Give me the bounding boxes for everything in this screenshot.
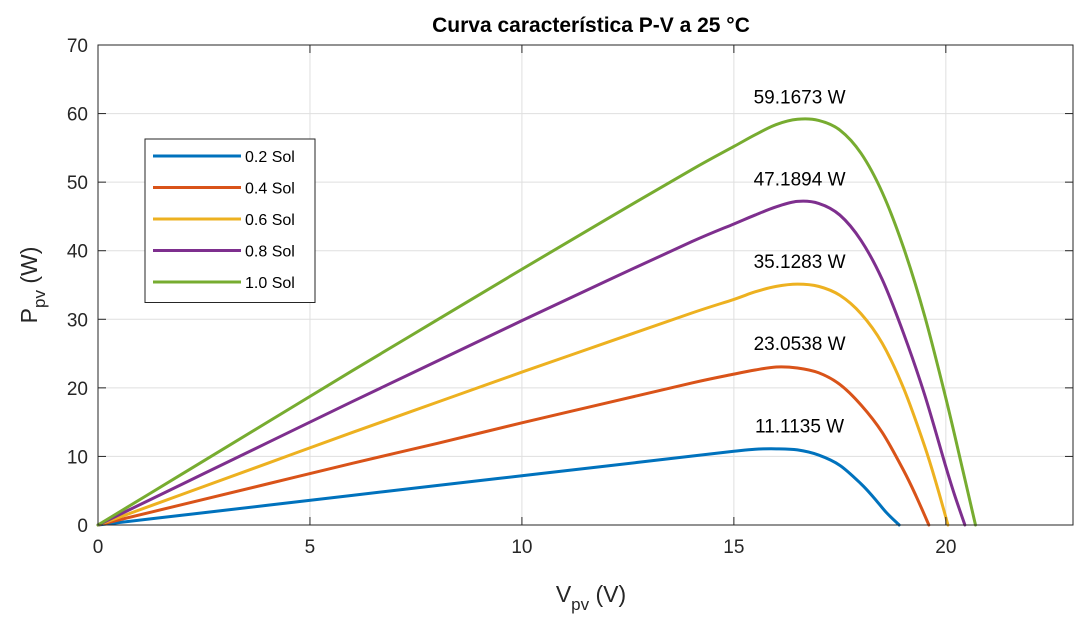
plot-area-frame — [97, 44, 1074, 526]
y-tick-label: 40 — [67, 242, 88, 263]
y-axis-label-unit: (W) — [16, 247, 42, 290]
y-axis-ticks: 0 10 20 30 40 50 60 70 — [67, 36, 1073, 537]
y-tick-label: 70 — [67, 36, 88, 57]
y-tick-label: 10 — [67, 447, 88, 468]
x-tick-label: 10 — [511, 537, 532, 558]
series-line-0-2-sol — [96, 447, 901, 527]
legend-entry-label: 0.8 Sol — [245, 244, 295, 261]
series-lines — [96, 117, 977, 527]
peak-annotation: 47.1894 W — [754, 170, 846, 191]
x-tick-label: 5 — [305, 537, 316, 558]
chart-title: Curva característica P-V a 25 °C — [432, 14, 750, 37]
y-tick-label: 20 — [67, 379, 88, 400]
y-axis-label-sub: pv — [30, 290, 49, 308]
peak-annotation: 11.1135 W — [755, 416, 844, 437]
peak-annotation: 23.0538 W — [754, 334, 846, 355]
x-axis-label-main: V — [556, 581, 572, 607]
y-axis-label-main: P — [16, 308, 42, 323]
legend-entry-label: 0.2 Sol — [245, 149, 295, 166]
x-axis-label-unit: (V) — [589, 581, 626, 607]
annotations: 59.1673 W 47.1894 W 35.1283 W 23.0538 W 11.1… — [754, 87, 846, 437]
legend-box — [144, 138, 316, 303]
x-axis-label: Vpv (V) — [556, 581, 626, 614]
y-tick-label: 0 — [77, 516, 88, 537]
series-line-0-4-sol — [96, 365, 931, 527]
legend-entry-label: 0.4 Sol — [245, 181, 295, 198]
x-axis-label-sub: pv — [571, 595, 589, 614]
legend-entry-label: 1.0 Sol — [245, 275, 295, 292]
y-axis-label: Ppv (W) — [16, 247, 49, 324]
y-tick-label: 30 — [67, 310, 88, 331]
y-tick-label: 60 — [67, 105, 88, 126]
x-axis-ticks: 0 5 10 15 20 — [93, 45, 956, 558]
x-tick-label: 20 — [935, 537, 956, 558]
series-line-1-0-sol — [96, 117, 977, 527]
legend: 0.2 Sol 0.4 Sol 0.6 Sol 0.8 Sol 1.0 Sol — [144, 138, 316, 303]
peak-annotation: 35.1283 W — [754, 252, 846, 273]
peak-annotation: 59.1673 W — [754, 87, 846, 108]
series-line-0-6-sol — [96, 282, 950, 527]
x-tick-label: 15 — [723, 537, 744, 558]
series-line-0-8-sol — [96, 199, 967, 527]
y-tick-label: 50 — [67, 173, 88, 194]
grid — [97, 44, 1073, 526]
legend-entry-label: 0.6 Sol — [245, 212, 295, 229]
x-tick-label: 0 — [93, 537, 104, 558]
